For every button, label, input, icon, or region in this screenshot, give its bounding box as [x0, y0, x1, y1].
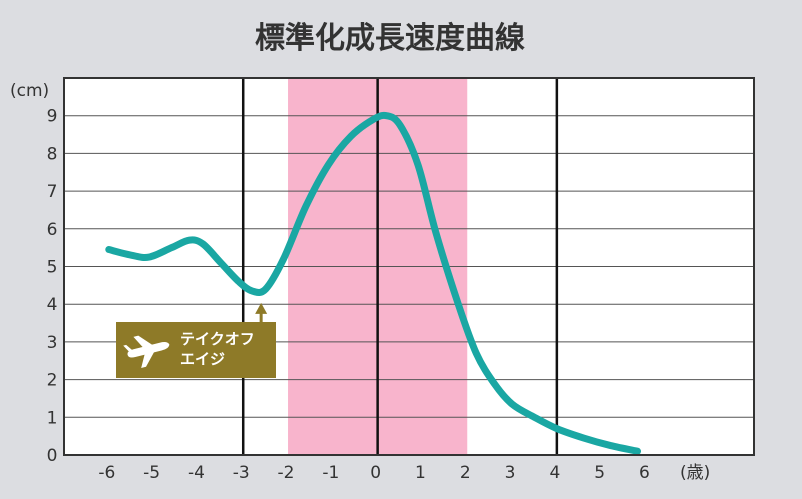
airplane-wing-bottom — [141, 351, 155, 368]
y-tick-label-0: 0 — [47, 446, 58, 466]
plot-frame — [63, 77, 755, 456]
x-tick-label-1: 1 — [415, 463, 426, 483]
annotation-text-line-1: テイクオフ — [180, 330, 255, 348]
airplane-fuselage — [127, 342, 170, 358]
x-tick-label--4: -4 — [188, 463, 205, 483]
y-tick-label-3: 3 — [47, 333, 58, 353]
airplane-wing-top — [133, 335, 154, 348]
y-tick-label-7: 7 — [47, 182, 58, 202]
chart-title: 標準化成長速度曲線 — [255, 21, 525, 56]
y-tick-label-1: 1 — [47, 408, 58, 428]
series-layer — [105, 111, 642, 455]
y-tick-label-4: 4 — [47, 295, 58, 315]
x-tick-label-3: 3 — [505, 463, 516, 483]
x-tick-label-4: 4 — [549, 463, 560, 483]
y-tick-labels: 0 1 2 3 4 5 6 7 8 9 — [47, 107, 58, 466]
x-tick-label--2: -2 — [278, 463, 295, 483]
y-tick-label-6: 6 — [47, 220, 58, 240]
y-tick-label-2: 2 — [47, 371, 58, 391]
x-tick-label-6: 6 — [639, 463, 650, 483]
x-tick-label--5: -5 — [143, 463, 160, 483]
x-tick-label-5: 5 — [594, 463, 605, 483]
x-tick-labels: -6 -5 -4 -3 -2 -1 0 1 2 3 4 5 6 — [98, 463, 650, 483]
x-tick-label--1: -1 — [322, 463, 339, 483]
annotation-arrowhead — [255, 302, 268, 314]
airplane-tail — [123, 344, 133, 352]
reference-lines-layer — [241, 78, 559, 455]
x-tick-label--6: -6 — [98, 463, 115, 483]
y-unit-label: (cm) — [10, 81, 49, 101]
annotation-text-line-2: エイジ — [180, 350, 225, 368]
y-tick-label-5: 5 — [47, 258, 58, 278]
y-tick-label-8: 8 — [47, 144, 58, 164]
airplane-icon — [123, 335, 170, 368]
grid-layer — [64, 77, 754, 418]
series-line-0 — [105, 111, 642, 455]
x-tick-label-0: 0 — [370, 463, 381, 483]
x-unit-label: (歳) — [680, 463, 710, 483]
x-tick-label--3: -3 — [233, 463, 250, 483]
y-tick-label-9: 9 — [47, 107, 58, 127]
x-tick-label-2: 2 — [460, 463, 471, 483]
